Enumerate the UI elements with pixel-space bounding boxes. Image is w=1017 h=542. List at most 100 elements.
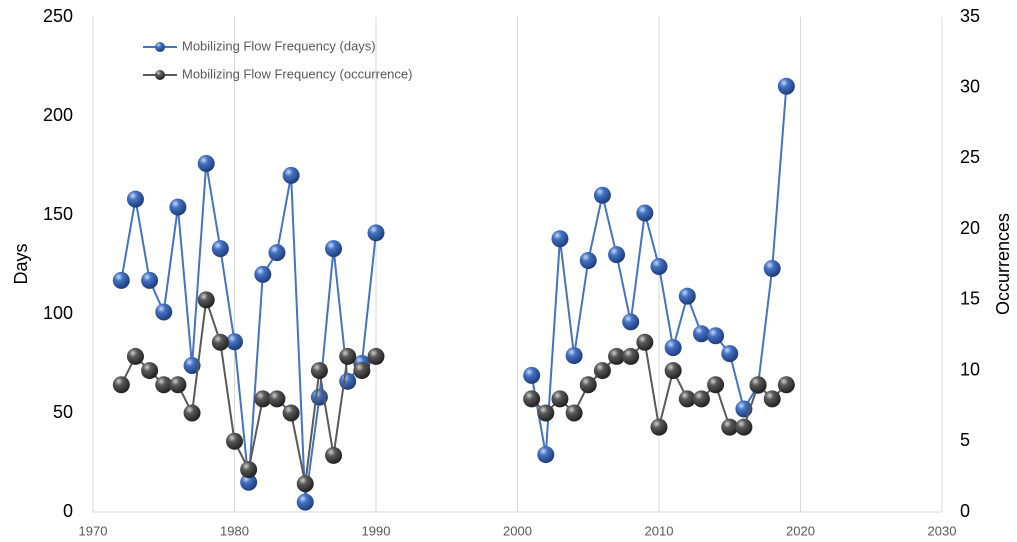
- data-point: [282, 166, 300, 184]
- data-point: [112, 271, 130, 289]
- data-point: [664, 339, 682, 357]
- data-point: [608, 347, 626, 365]
- data-point: [268, 390, 286, 408]
- data-point: [296, 493, 314, 511]
- data-point: [325, 240, 343, 258]
- legend-marker: [155, 70, 165, 80]
- data-point: [141, 271, 159, 289]
- data-point: [141, 362, 159, 380]
- x-tick-label: 2010: [645, 523, 674, 538]
- data-point: [155, 376, 173, 394]
- data-point: [126, 347, 144, 365]
- x-tick-label: 2000: [503, 523, 532, 538]
- y2-tick-label: 25: [960, 147, 980, 167]
- y2-tick-label: 35: [960, 6, 980, 26]
- data-point: [551, 390, 569, 408]
- data-point: [310, 362, 328, 380]
- data-point: [169, 198, 187, 216]
- data-point: [254, 265, 272, 283]
- data-point: [183, 404, 201, 422]
- y-tick-label: 150: [43, 204, 73, 224]
- data-point: [282, 404, 300, 422]
- data-point: [593, 362, 611, 380]
- data-point: [579, 252, 597, 270]
- x-tick-label: 1980: [220, 523, 249, 538]
- data-point: [721, 418, 739, 436]
- data-point: [240, 473, 258, 491]
- data-point: [749, 376, 767, 394]
- data-point: [226, 432, 243, 450]
- data-point: [339, 347, 357, 365]
- data-point: [211, 240, 229, 258]
- y2-tick-label: 20: [960, 218, 980, 238]
- data-point: [268, 244, 286, 262]
- data-point: [593, 186, 611, 204]
- y2-tick-label: 0: [960, 501, 970, 521]
- y-tick-label: 100: [43, 303, 73, 323]
- legend-label: Mobilizing Flow Frequency (occurrence): [182, 66, 412, 81]
- data-point: [692, 390, 710, 408]
- data-point: [622, 347, 640, 365]
- data-point: [537, 404, 555, 422]
- x-tick-label: 2030: [928, 523, 957, 538]
- x-tick-label: 1990: [362, 523, 391, 538]
- data-point: [551, 230, 569, 248]
- y-tick-label: 0: [63, 501, 73, 521]
- data-point: [197, 291, 215, 309]
- y-axis-title: Days: [11, 243, 31, 284]
- y2-tick-label: 15: [960, 289, 980, 309]
- data-point: [636, 204, 654, 222]
- data-point: [622, 313, 640, 331]
- y2-tick-label: 30: [960, 76, 980, 96]
- data-point: [197, 155, 215, 173]
- data-point: [155, 303, 173, 321]
- data-point: [735, 418, 753, 436]
- data-point: [211, 333, 229, 351]
- data-point: [523, 366, 541, 384]
- y-tick-label: 250: [43, 6, 73, 26]
- data-point: [353, 362, 371, 380]
- y2-tick-label: 5: [960, 430, 970, 450]
- y-tick-label: 50: [53, 402, 73, 422]
- data-point: [777, 376, 795, 394]
- data-point: [169, 376, 187, 394]
- data-point: [650, 418, 668, 436]
- data-point: [183, 356, 201, 374]
- data-point: [240, 461, 258, 479]
- data-point: [664, 362, 682, 380]
- data-point: [692, 325, 710, 343]
- y-tick-label: 200: [43, 105, 73, 125]
- data-point: [565, 404, 583, 422]
- x-tick-label: 1970: [79, 523, 108, 538]
- data-point: [226, 333, 243, 351]
- y2-tick-label: 10: [960, 359, 980, 379]
- data-point: [112, 376, 130, 394]
- legend-label: Mobilizing Flow Frequency (days): [182, 38, 376, 53]
- data-point: [678, 287, 696, 305]
- data-point: [777, 77, 795, 95]
- data-point: [296, 475, 314, 493]
- data-point: [325, 446, 343, 464]
- data-point: [126, 190, 144, 208]
- data-point: [579, 376, 597, 394]
- data-point: [707, 327, 725, 345]
- data-point: [367, 347, 385, 365]
- data-point: [367, 224, 385, 242]
- data-point: [721, 345, 739, 363]
- data-point: [523, 390, 541, 408]
- y2-axis-title: Occurrences: [993, 213, 1013, 315]
- data-point: [650, 257, 668, 275]
- data-point: [678, 390, 696, 408]
- data-point: [763, 259, 781, 277]
- data-point: [763, 390, 781, 408]
- x-tick-label: 2020: [786, 523, 815, 538]
- data-point: [537, 446, 555, 464]
- legend-marker: [155, 42, 165, 52]
- data-point: [565, 347, 583, 365]
- data-point: [636, 333, 654, 351]
- data-point: [339, 372, 357, 390]
- data-point: [608, 246, 626, 264]
- data-point: [707, 376, 725, 394]
- data-point: [254, 390, 272, 408]
